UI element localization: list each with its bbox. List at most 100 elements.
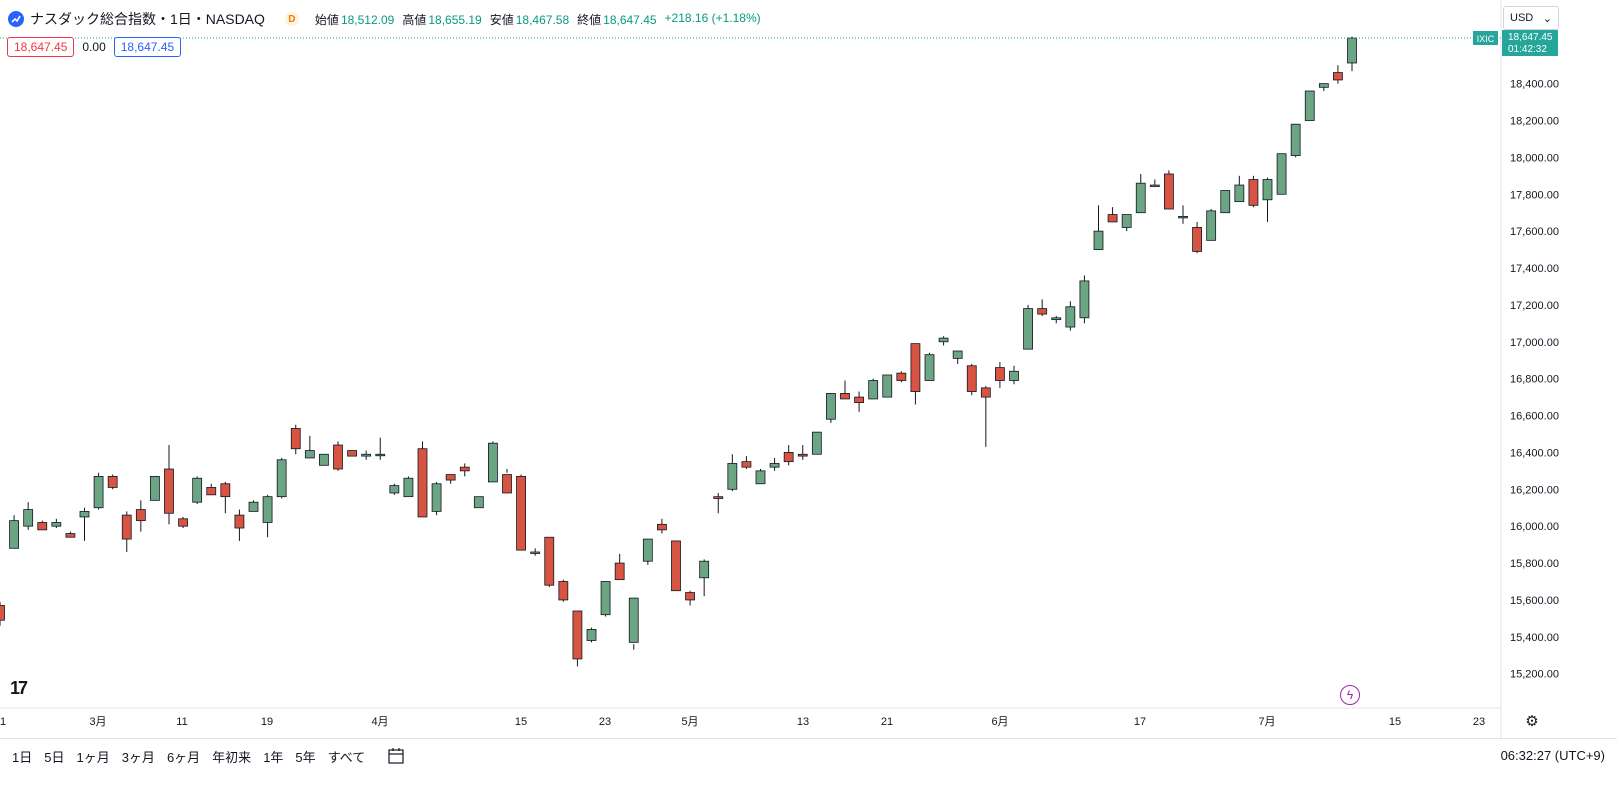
price-tag bbox=[1502, 30, 1558, 56]
candle-body bbox=[65, 533, 76, 538]
candle-body bbox=[375, 453, 386, 457]
candlestick-chart[interactable]: 15,200.00 15,400.00 15,600.00 15,800.00 16,0… bbox=[0, 0, 1617, 738]
range-button[interactable]: すべて bbox=[327, 749, 366, 765]
candle-body bbox=[727, 463, 738, 490]
x-tick-label: 13 bbox=[797, 716, 809, 728]
candle bbox=[797, 445, 808, 460]
candle-body bbox=[713, 496, 724, 499]
candle-body bbox=[1290, 123, 1301, 156]
candle-body bbox=[431, 483, 442, 512]
candle bbox=[1164, 170, 1174, 210]
candle-body bbox=[1178, 215, 1188, 219]
candle bbox=[79, 507, 90, 541]
candle bbox=[600, 581, 611, 617]
y-tick-label: 17,200.00 bbox=[1510, 300, 1559, 312]
candle bbox=[966, 363, 977, 396]
candle bbox=[473, 496, 484, 509]
candle-body bbox=[51, 522, 62, 527]
x-tick-label: 5月 bbox=[681, 716, 698, 728]
candle-body bbox=[1009, 370, 1019, 381]
candle bbox=[530, 548, 541, 556]
candle-body bbox=[1347, 37, 1357, 64]
candle-body bbox=[1093, 230, 1104, 250]
x-tick-label: 15 bbox=[1389, 716, 1401, 728]
symbol-title[interactable]: ナスダック総合指数・1日・NASDAQ bbox=[30, 11, 265, 27]
y-tick-label: 17,800.00 bbox=[1510, 189, 1559, 201]
candle bbox=[671, 540, 681, 592]
candle-body bbox=[206, 487, 217, 496]
bottom-toolbar: 1日 5日 1ヶ月 3ヶ月 6ヶ月 年初来 1年 5年 すべて 06:32:27 (UTC+9) bbox=[0, 738, 1617, 773]
candle-body bbox=[1248, 179, 1259, 206]
candle bbox=[1220, 190, 1231, 214]
range-button[interactable]: 5年 bbox=[295, 749, 316, 765]
y-tick-label: 15,400.00 bbox=[1510, 632, 1559, 644]
range-button[interactable]: 1年 bbox=[263, 749, 284, 765]
y-tick-label: 18,200.00 bbox=[1510, 116, 1559, 128]
sell-price-pill[interactable]: 18,647.45 bbox=[7, 37, 75, 57]
candle bbox=[488, 441, 498, 483]
currency-select[interactable]: USD ⌄ bbox=[1503, 6, 1559, 30]
y-tick-label: 17,600.00 bbox=[1510, 226, 1559, 238]
x-tick-label: 1 bbox=[0, 716, 6, 728]
candle-body bbox=[1121, 214, 1132, 228]
candle bbox=[995, 362, 1005, 388]
candle bbox=[1135, 173, 1146, 214]
tradingview-logo[interactable]: 17 bbox=[10, 678, 28, 698]
candle-body bbox=[9, 520, 19, 549]
price-tag-value: 18,647.45 bbox=[1508, 32, 1553, 43]
candle-body bbox=[544, 536, 555, 586]
candle bbox=[938, 336, 949, 346]
candle bbox=[699, 559, 710, 597]
high-value: 18,655.19 bbox=[428, 12, 482, 27]
candle bbox=[389, 483, 400, 495]
range-buttons: 1日 5日 1ヶ月 3ヶ月 6ヶ月 年初来 1年 5年 すべて bbox=[0, 747, 371, 766]
range-button[interactable]: 3ヶ月 bbox=[121, 749, 155, 765]
candle bbox=[1093, 205, 1104, 250]
candle-body bbox=[361, 453, 372, 457]
price-tag-countdown: 01:42:32 bbox=[1508, 44, 1547, 55]
candle bbox=[572, 610, 583, 667]
buy-price-pill[interactable]: 18,647.45 bbox=[113, 37, 182, 57]
candle-body bbox=[614, 562, 625, 581]
y-tick-label: 16,800.00 bbox=[1510, 374, 1559, 386]
candle bbox=[234, 509, 245, 541]
candle bbox=[375, 437, 386, 460]
range-button[interactable]: 年初来 bbox=[212, 749, 252, 765]
candle-body bbox=[192, 477, 203, 503]
candle-body bbox=[910, 343, 921, 392]
range-button[interactable]: 5日 bbox=[44, 749, 65, 765]
range-button[interactable]: 1日 bbox=[12, 749, 33, 765]
clock-timezone[interactable]: 06:32:27 (UTC+9) bbox=[1500, 748, 1605, 763]
gear-icon[interactable]: ⚙ bbox=[1525, 713, 1539, 730]
candle bbox=[1192, 221, 1202, 254]
candle bbox=[1121, 214, 1132, 232]
candle bbox=[319, 453, 329, 466]
y-tick-label: 18,400.00 bbox=[1510, 79, 1559, 91]
candle bbox=[1051, 315, 1062, 324]
candle-body bbox=[1037, 308, 1048, 315]
lightning-icon[interactable]: ϟ bbox=[1340, 685, 1360, 705]
y-tick-label: 17,400.00 bbox=[1510, 263, 1559, 275]
candle bbox=[657, 518, 667, 534]
candle-body bbox=[628, 597, 639, 643]
range-button[interactable]: 1ヶ月 bbox=[76, 749, 110, 765]
candle bbox=[107, 474, 118, 490]
candle-body bbox=[558, 581, 569, 601]
candle-body bbox=[93, 475, 104, 509]
y-tick-label: 16,000.00 bbox=[1510, 521, 1559, 533]
candle-body bbox=[1107, 214, 1118, 223]
range-button[interactable]: 6ヶ月 bbox=[166, 749, 201, 765]
candle bbox=[65, 531, 76, 538]
calendar-icon[interactable] bbox=[385, 745, 407, 767]
x-tick-label: 19 bbox=[261, 716, 273, 728]
candle bbox=[614, 553, 625, 581]
change-value: +218.16 (+1.18%) bbox=[664, 10, 761, 25]
candle bbox=[51, 518, 62, 529]
candle bbox=[980, 386, 991, 447]
x-tick-label: 7月 bbox=[1258, 716, 1275, 728]
close-label: 終値 bbox=[577, 12, 602, 27]
x-tick-label: 6月 bbox=[991, 716, 1008, 728]
candle bbox=[502, 469, 512, 494]
candle-body bbox=[135, 509, 146, 522]
